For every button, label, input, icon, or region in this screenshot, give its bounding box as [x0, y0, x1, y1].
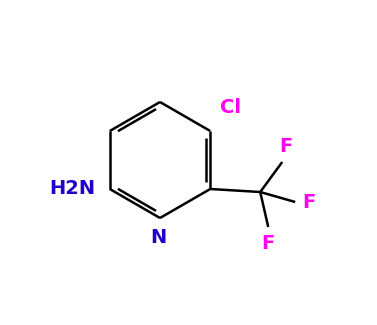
Text: F: F	[280, 137, 293, 156]
Text: H2N: H2N	[50, 179, 96, 199]
Text: F: F	[262, 234, 275, 253]
Text: F: F	[302, 192, 316, 212]
Text: Cl: Cl	[220, 98, 241, 117]
Text: N: N	[150, 228, 166, 247]
